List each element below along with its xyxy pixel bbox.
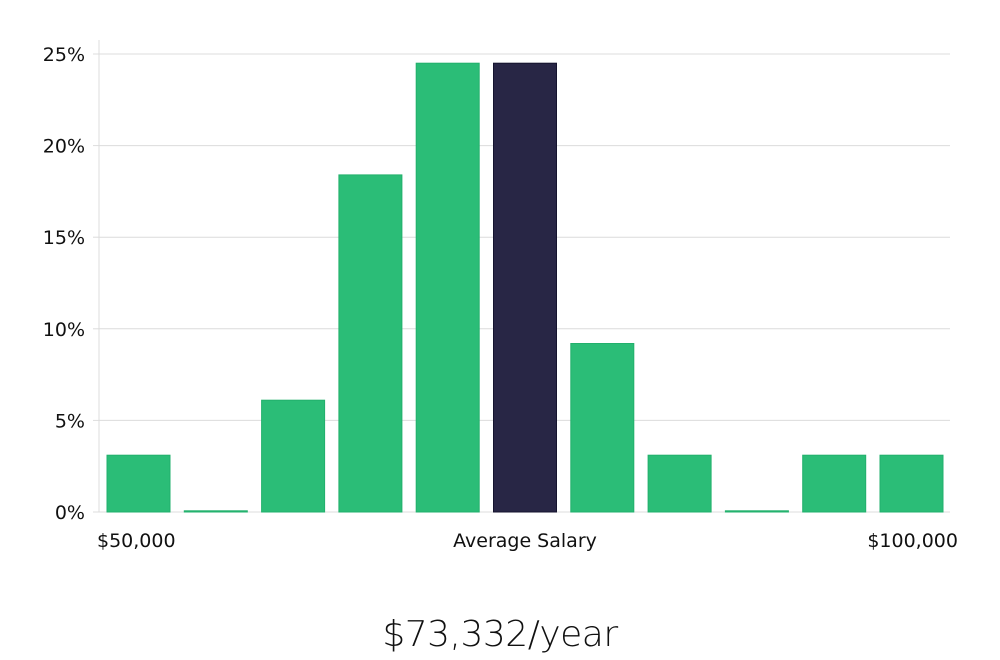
bar	[802, 454, 867, 513]
y-tick-label: 0%	[55, 502, 85, 524]
y-axis-ticks: 0% 5% 10% 15% 20% 25%	[43, 44, 99, 524]
bar	[338, 174, 403, 513]
bar	[570, 343, 635, 513]
bar-highlighted	[493, 62, 557, 513]
y-tick-label: 20%	[43, 136, 85, 158]
y-tick-label: 5%	[55, 410, 85, 432]
x-label-min: $50,000	[97, 530, 176, 552]
bar	[261, 399, 326, 513]
bar	[183, 510, 248, 513]
average-salary-value: $73,332/year	[382, 614, 618, 655]
bar	[879, 454, 944, 513]
bar	[106, 454, 171, 513]
salary-histogram: 0%5%10%15%20%25% $50,000 Average Salary …	[43, 40, 958, 552]
x-label-max: $100,000	[867, 530, 958, 552]
bar	[647, 454, 712, 513]
bar	[415, 62, 480, 513]
bars	[106, 62, 944, 513]
x-axis-title: Average Salary	[453, 530, 597, 552]
y-tick-label: 15%	[43, 227, 85, 249]
y-tick-label: 25%	[43, 44, 85, 66]
bar	[724, 510, 789, 513]
y-tick-label: 10%	[43, 319, 85, 341]
